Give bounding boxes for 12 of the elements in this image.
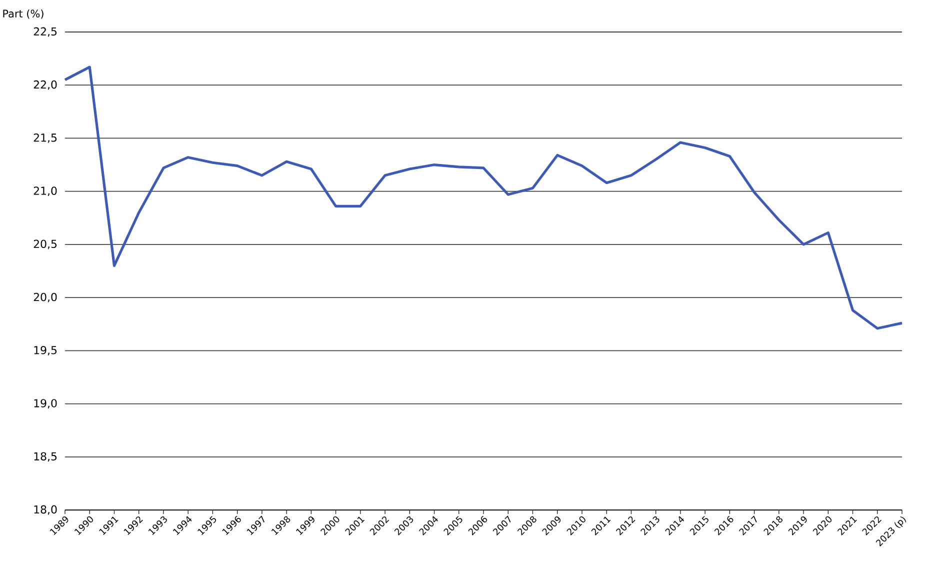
y-tick-label: 18,0 <box>34 505 57 515</box>
y-tick-label: 20,5 <box>34 240 57 250</box>
line-series <box>64 66 904 330</box>
y-tick-label: 21,5 <box>34 134 57 143</box>
y-tick-label: 19,5 <box>34 346 57 356</box>
y-axis-title: Part (%) <box>3 9 44 19</box>
y-tick-label: 21,0 <box>34 186 57 196</box>
y-tick-label: 18,5 <box>34 452 57 462</box>
y-tick-label: 20,0 <box>34 292 57 302</box>
y-tick-label: 22,5 <box>34 27 57 37</box>
y-tick-label: 22,0 <box>34 80 57 90</box>
y-tick-label: 19,0 <box>34 399 57 408</box>
